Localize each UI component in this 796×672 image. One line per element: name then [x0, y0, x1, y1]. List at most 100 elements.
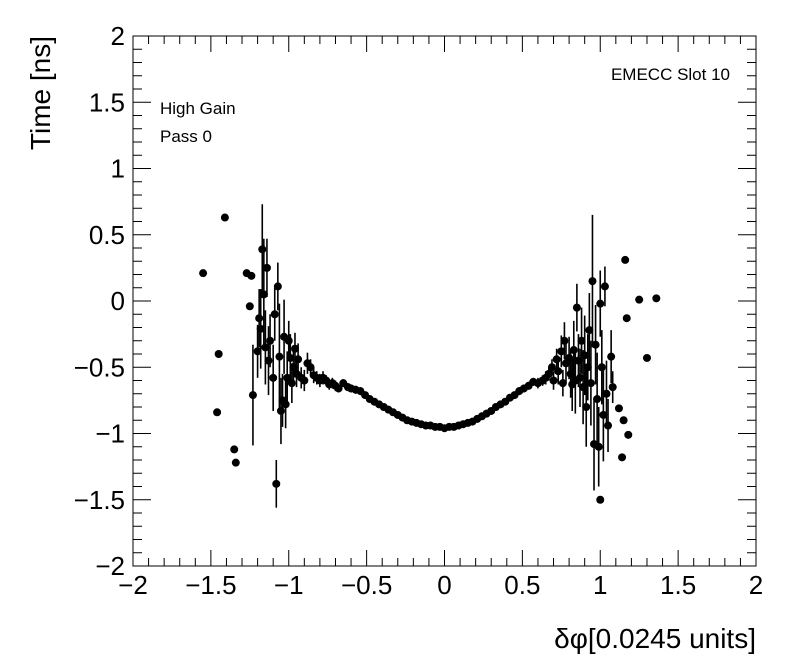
data-point [214, 350, 223, 358]
data-point [245, 302, 254, 311]
y-tick-label: −1 [95, 419, 125, 449]
x-axis-title: δφ[0.0245 units] [554, 623, 756, 654]
x-tick-label: −1 [274, 570, 304, 600]
gain-label: High Gain [160, 99, 236, 118]
data-point [264, 356, 273, 365]
data-point [256, 324, 265, 333]
x-tick-label: −2 [118, 570, 148, 600]
data-point [275, 352, 284, 361]
data-point [549, 376, 558, 385]
data-point [273, 282, 282, 291]
data-point [593, 395, 602, 404]
data-point [334, 384, 343, 393]
data-point [604, 421, 613, 430]
data-point [586, 379, 595, 388]
data-point [231, 458, 240, 467]
y-tick-label: 0.5 [89, 220, 125, 250]
data-point [547, 363, 556, 372]
data-point [614, 404, 623, 413]
data-point [213, 408, 222, 417]
data-point [253, 347, 262, 356]
data-point [619, 416, 628, 425]
data-point [261, 343, 270, 352]
data-point [289, 363, 298, 372]
x-tick-label: 0.5 [504, 570, 540, 600]
data-series [199, 204, 661, 508]
data-point [572, 303, 581, 312]
data-point [284, 336, 293, 345]
data-point [272, 479, 281, 488]
data-point [569, 346, 578, 355]
data-point [283, 373, 292, 382]
y-axis [133, 35, 756, 567]
data-point [255, 314, 264, 323]
y-tick-label: 1 [111, 154, 125, 184]
x-tick-label: 1 [593, 570, 607, 600]
data-point [652, 294, 661, 303]
data-point [290, 344, 299, 353]
y-tick-label: −2 [95, 551, 125, 581]
data-point [594, 442, 603, 451]
pass-label: Pass 0 [160, 127, 212, 146]
data-point [552, 355, 561, 364]
data-point [199, 269, 208, 278]
y-tick-label: 2 [111, 21, 125, 51]
data-point [596, 495, 605, 504]
y-tick-label: −1.5 [74, 485, 125, 515]
data-point [602, 389, 611, 398]
data-point [220, 213, 229, 222]
data-point [554, 367, 563, 376]
data-point [269, 373, 278, 382]
x-tick-label: 1.5 [660, 570, 696, 600]
data-point [300, 376, 309, 385]
y-tick-label: 0 [111, 286, 125, 316]
slot-label: EMECC Slot 10 [611, 65, 730, 84]
data-point [560, 336, 569, 345]
data-point [596, 299, 605, 308]
data-point [588, 277, 597, 286]
data-point [600, 282, 609, 291]
data-point [624, 430, 633, 439]
x-tick-label: 2 [749, 570, 763, 600]
data-point [286, 353, 295, 362]
data-point [247, 271, 256, 280]
data-point [262, 263, 271, 272]
x-tick-label: −1.5 [185, 570, 236, 600]
data-point [635, 295, 644, 304]
data-point [599, 410, 608, 419]
data-point [287, 379, 296, 388]
y-axis-title: Time [ns] [25, 36, 56, 150]
data-point [608, 383, 617, 392]
data-point [248, 391, 257, 400]
data-point [558, 379, 567, 388]
x-tick-label: −0.5 [341, 570, 392, 600]
x-axis [132, 36, 757, 566]
y-tick-label: 1.5 [89, 87, 125, 117]
data-point [618, 453, 627, 462]
data-point [281, 400, 290, 409]
data-point [642, 353, 651, 362]
data-point [306, 363, 315, 372]
data-point [557, 347, 566, 356]
data-point [276, 406, 285, 415]
data-point [576, 373, 585, 382]
data-point [591, 340, 600, 349]
data-point [230, 445, 239, 454]
data-point [621, 255, 630, 264]
data-point [585, 326, 594, 335]
data-point [577, 336, 586, 345]
data-point [607, 352, 616, 361]
data-point [266, 336, 275, 345]
data-point [294, 355, 303, 364]
data-point [544, 369, 553, 378]
data-point [622, 314, 631, 323]
data-point [580, 351, 589, 360]
data-point [582, 403, 591, 411]
y-tick-label: −0.5 [74, 352, 125, 382]
data-point [597, 363, 606, 372]
x-tick-labels: −2 −1.5 −1 −0.5 0 0.5 1 1.5 2 [118, 570, 763, 600]
data-point [270, 310, 279, 319]
x-tick-label: 0 [437, 570, 451, 600]
data-point [258, 245, 267, 254]
